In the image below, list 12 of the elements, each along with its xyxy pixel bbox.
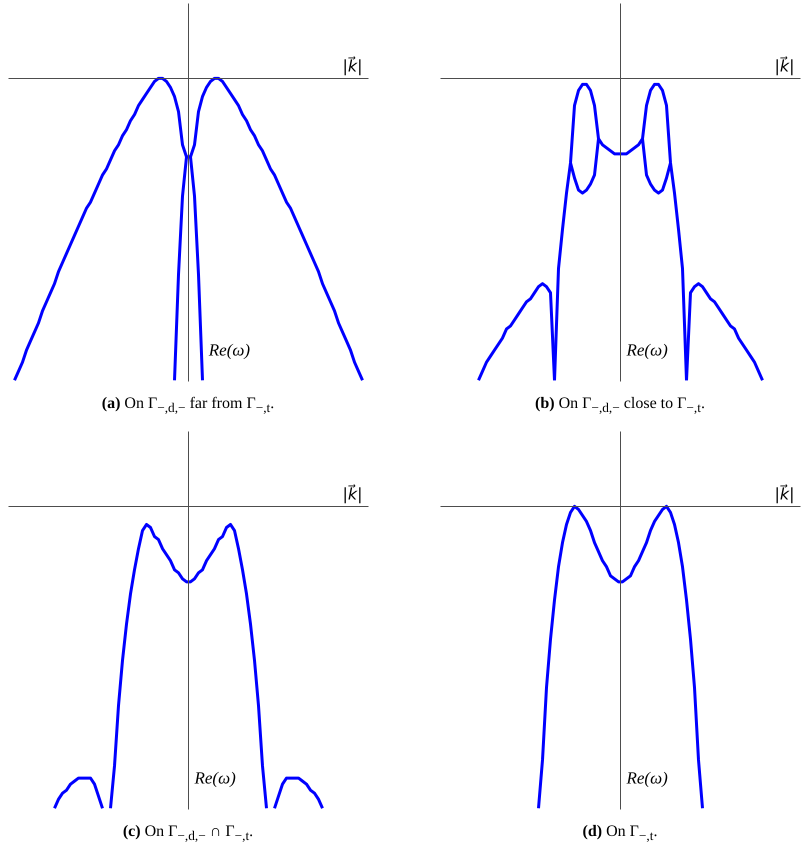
- text: (a) On Γ$_{−,d,−}$ far from Γ$_{−,t}$.: [100, 394, 276, 418]
- text: (c) On Γ$_{−,d,−}$ ∩ Γ$_{−,t}$.: [122, 822, 254, 846]
- x-axis-title: |k⃗|: [342, 483, 362, 504]
- y-axis-title: Re(ω): [194, 768, 236, 788]
- x-axis-title: |k⃗|: [774, 483, 794, 504]
- x-axis-title: |k⃗|: [774, 55, 794, 76]
- y-axis-title: Re(ω): [626, 768, 668, 788]
- y-axis-title: Re(ω): [208, 340, 250, 360]
- text: (d) On Γ$_{−,t}$.: [582, 822, 658, 846]
- x-axis-title: |k⃗|: [342, 55, 362, 76]
- y-axis-title: Re(ω): [626, 340, 668, 360]
- text: (b) On Γ$_{−,d,−}$ close to Γ$_{−,t}$.: [534, 394, 706, 418]
